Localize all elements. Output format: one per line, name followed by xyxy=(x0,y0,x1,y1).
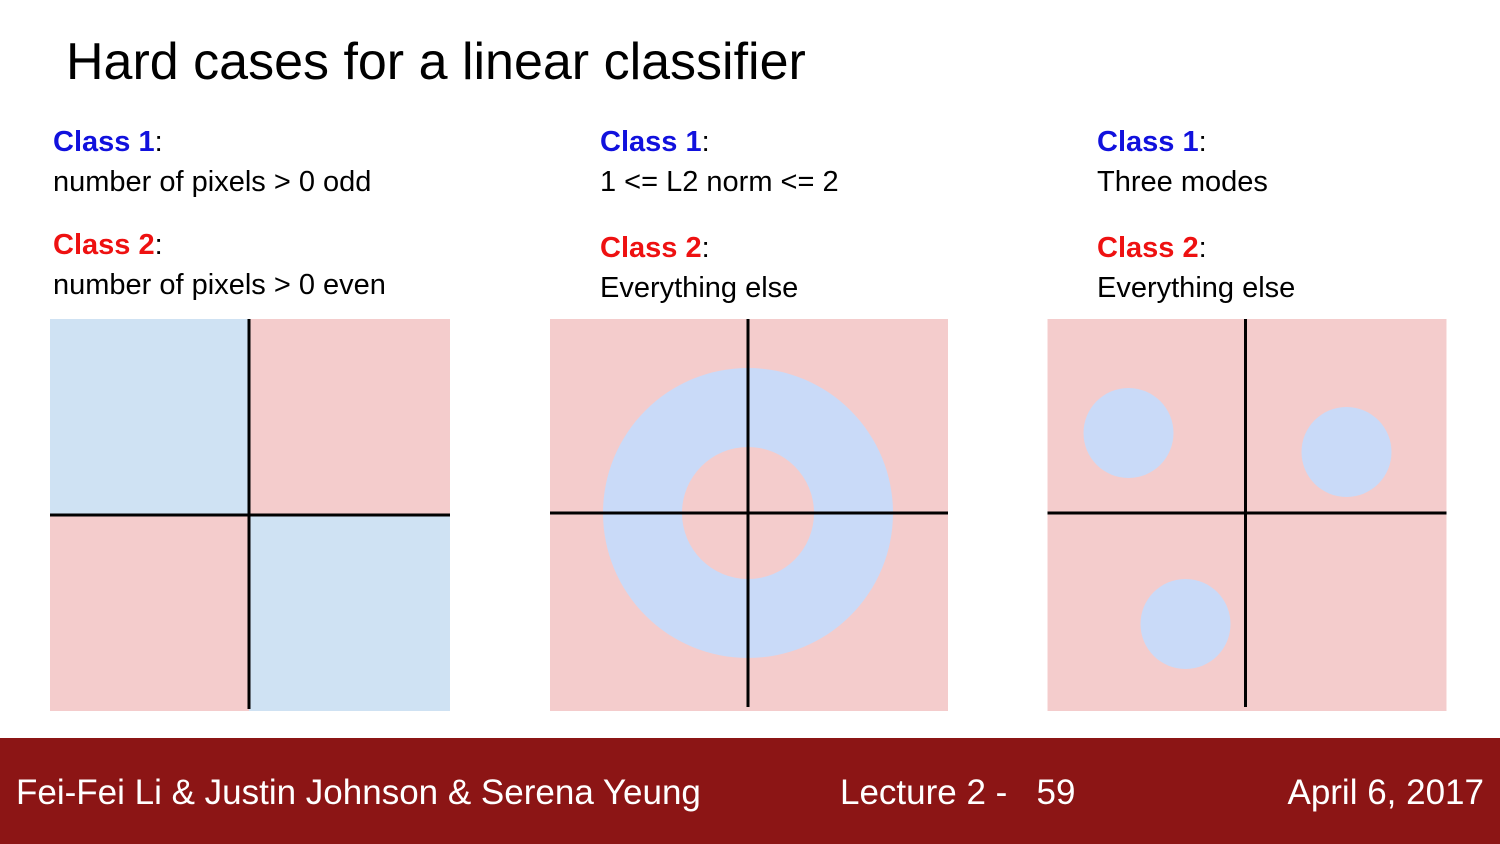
panel2-class1-label: Class 1 xyxy=(600,126,702,158)
class2-region-bottom-left xyxy=(50,515,249,711)
panel3-class2-desc: Everything else xyxy=(1097,272,1296,304)
slide-footer: Fei-Fei Li & Justin Johnson & Serena Yeu… xyxy=(0,738,1500,844)
panel1-caption: Class 1: number of pixels > 0 odd Class … xyxy=(53,122,386,305)
panel3-class1-label: Class 1 xyxy=(1097,126,1199,158)
class1-region-top-left xyxy=(50,319,249,515)
panel3-class1-heading: Class 1: xyxy=(1097,126,1207,158)
footer-lecture-page: Lecture 2 - 59 xyxy=(840,773,1076,812)
class1-mode-top-left xyxy=(1083,388,1174,478)
class2-region-top-right xyxy=(249,319,450,515)
panel1-class2-label: Class 2 xyxy=(53,229,155,261)
panel2-class2-label: Class 2 xyxy=(600,232,702,264)
panel3-class2-label: Class 2 xyxy=(1097,232,1199,264)
panel1-class2-desc: number of pixels > 0 even xyxy=(53,269,386,301)
class1-mode-bottom xyxy=(1140,579,1231,669)
panel2-class2-desc: Everything else xyxy=(600,272,799,304)
footer-authors: Fei-Fei Li & Justin Johnson & Serena Yeu… xyxy=(16,773,701,812)
panel2-class1-heading: Class 1: xyxy=(600,126,710,158)
panel3-class2-heading: Class 2: xyxy=(1097,232,1207,264)
panel2-class1-desc: 1 <= L2 norm <= 2 xyxy=(600,166,839,198)
class1-region-bottom-right xyxy=(249,515,450,711)
three-modes-diagram xyxy=(1047,319,1447,711)
annulus-diagram xyxy=(549,319,949,711)
panel1-class2-heading: Class 2: xyxy=(53,229,163,261)
panel1-class1-heading: Class 1: xyxy=(53,126,163,158)
panel2-caption: Class 1: 1 <= L2 norm <= 2 Class 2: Ever… xyxy=(600,122,839,308)
class1-mode-top-right xyxy=(1301,407,1392,497)
quadrant-parity-diagram xyxy=(50,319,450,711)
panel2-class2-heading: Class 2: xyxy=(600,232,710,264)
slide-title: Hard cases for a linear classifier xyxy=(66,33,806,91)
footer-date: April 6, 2017 xyxy=(1287,773,1484,812)
panel3-caption: Class 1: Three modes Class 2: Everything… xyxy=(1097,122,1295,308)
panel1-class1-desc: number of pixels > 0 odd xyxy=(53,166,372,198)
panel1-class1-label: Class 1 xyxy=(53,126,155,158)
panel3-class1-desc: Three modes xyxy=(1097,166,1268,198)
